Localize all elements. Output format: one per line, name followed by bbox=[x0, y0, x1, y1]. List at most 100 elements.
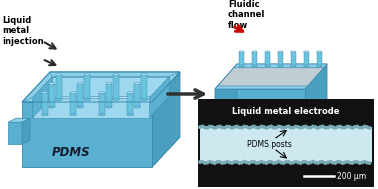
Circle shape bbox=[255, 126, 258, 129]
Circle shape bbox=[221, 126, 223, 129]
Circle shape bbox=[314, 126, 317, 128]
Circle shape bbox=[356, 125, 358, 128]
Ellipse shape bbox=[135, 82, 140, 84]
Circle shape bbox=[265, 127, 268, 129]
Polygon shape bbox=[22, 118, 30, 144]
Circle shape bbox=[304, 125, 307, 128]
Circle shape bbox=[309, 161, 312, 164]
Text: PDMS posts: PDMS posts bbox=[247, 140, 292, 149]
Circle shape bbox=[204, 126, 206, 129]
Circle shape bbox=[351, 162, 353, 164]
Polygon shape bbox=[8, 118, 30, 122]
Ellipse shape bbox=[106, 106, 112, 108]
Circle shape bbox=[216, 161, 218, 163]
Polygon shape bbox=[33, 77, 52, 118]
Polygon shape bbox=[22, 102, 152, 167]
Circle shape bbox=[332, 161, 334, 164]
Bar bbox=[291, 52, 296, 66]
Ellipse shape bbox=[70, 113, 76, 115]
Circle shape bbox=[245, 161, 248, 164]
Circle shape bbox=[211, 161, 214, 164]
Circle shape bbox=[233, 126, 235, 128]
Ellipse shape bbox=[304, 51, 309, 53]
Circle shape bbox=[231, 162, 233, 164]
Polygon shape bbox=[22, 137, 180, 167]
Circle shape bbox=[341, 126, 344, 129]
Circle shape bbox=[277, 125, 280, 128]
Circle shape bbox=[363, 160, 366, 163]
Bar bbox=[49, 84, 54, 107]
Circle shape bbox=[258, 126, 260, 129]
Circle shape bbox=[346, 160, 349, 163]
Circle shape bbox=[366, 126, 368, 128]
Circle shape bbox=[228, 161, 231, 164]
Circle shape bbox=[332, 126, 334, 128]
Ellipse shape bbox=[239, 51, 244, 53]
Circle shape bbox=[336, 126, 339, 128]
Circle shape bbox=[297, 161, 299, 164]
Circle shape bbox=[216, 126, 218, 128]
Ellipse shape bbox=[316, 51, 322, 53]
Polygon shape bbox=[215, 86, 308, 89]
Circle shape bbox=[282, 127, 285, 129]
Circle shape bbox=[214, 127, 216, 129]
Bar bbox=[252, 52, 257, 66]
Polygon shape bbox=[215, 64, 327, 89]
Circle shape bbox=[299, 162, 302, 164]
Bar bbox=[113, 74, 119, 99]
Circle shape bbox=[294, 160, 297, 163]
Circle shape bbox=[339, 125, 341, 128]
Text: Liquid
metal
injection: Liquid metal injection bbox=[2, 16, 43, 46]
Circle shape bbox=[341, 162, 344, 164]
Circle shape bbox=[361, 161, 363, 164]
Circle shape bbox=[268, 126, 270, 128]
Circle shape bbox=[275, 161, 277, 164]
Ellipse shape bbox=[316, 65, 322, 67]
Circle shape bbox=[312, 125, 314, 128]
Ellipse shape bbox=[99, 91, 105, 94]
Bar bbox=[99, 92, 105, 115]
Polygon shape bbox=[215, 64, 237, 139]
Circle shape bbox=[292, 161, 294, 164]
Circle shape bbox=[307, 162, 309, 164]
Polygon shape bbox=[22, 72, 180, 102]
Circle shape bbox=[228, 126, 231, 128]
Ellipse shape bbox=[56, 74, 62, 76]
Circle shape bbox=[199, 161, 201, 163]
Ellipse shape bbox=[239, 65, 244, 67]
Circle shape bbox=[243, 125, 245, 128]
Circle shape bbox=[302, 126, 304, 128]
Bar bbox=[265, 52, 270, 66]
Circle shape bbox=[270, 161, 273, 163]
Polygon shape bbox=[8, 122, 22, 144]
Circle shape bbox=[334, 162, 336, 164]
Polygon shape bbox=[22, 98, 152, 102]
Bar bbox=[316, 52, 322, 66]
Circle shape bbox=[353, 161, 356, 163]
Circle shape bbox=[353, 126, 356, 128]
Circle shape bbox=[250, 161, 253, 163]
Polygon shape bbox=[52, 77, 169, 97]
Ellipse shape bbox=[304, 65, 309, 67]
Circle shape bbox=[201, 161, 204, 163]
Circle shape bbox=[351, 127, 353, 129]
Circle shape bbox=[314, 161, 317, 164]
Polygon shape bbox=[150, 77, 169, 118]
Circle shape bbox=[356, 161, 358, 163]
Ellipse shape bbox=[252, 65, 257, 67]
Ellipse shape bbox=[265, 65, 270, 67]
Text: Liquid
metal
electrode: Liquid metal electrode bbox=[229, 105, 270, 135]
Bar bbox=[135, 84, 140, 107]
Circle shape bbox=[349, 126, 351, 128]
Circle shape bbox=[285, 161, 287, 163]
Text: Liquid metal electrode: Liquid metal electrode bbox=[232, 107, 340, 116]
Circle shape bbox=[368, 127, 371, 129]
Polygon shape bbox=[215, 89, 305, 139]
Ellipse shape bbox=[278, 51, 283, 53]
Polygon shape bbox=[33, 97, 169, 118]
Circle shape bbox=[260, 160, 263, 163]
Ellipse shape bbox=[141, 74, 147, 76]
Circle shape bbox=[238, 126, 240, 129]
Circle shape bbox=[263, 161, 265, 164]
Ellipse shape bbox=[49, 106, 54, 108]
